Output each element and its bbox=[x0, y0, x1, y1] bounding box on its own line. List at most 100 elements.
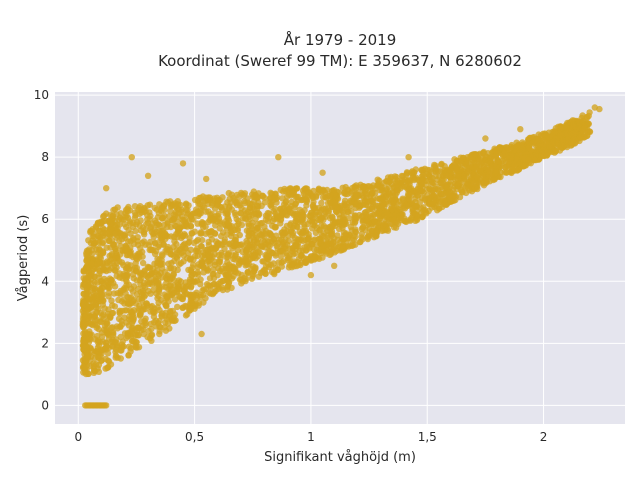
data-point bbox=[310, 198, 317, 206]
data-point bbox=[215, 284, 222, 291]
data-point bbox=[168, 286, 175, 293]
data-point bbox=[300, 212, 307, 220]
data-point bbox=[279, 231, 286, 239]
data-point bbox=[318, 249, 325, 257]
data-point bbox=[168, 251, 175, 258]
data-point bbox=[205, 289, 213, 296]
data-point bbox=[577, 133, 584, 140]
data-point bbox=[113, 252, 121, 259]
data-point bbox=[584, 121, 591, 128]
data-point bbox=[514, 166, 521, 174]
data-point bbox=[142, 241, 149, 248]
data-point bbox=[174, 279, 181, 286]
data-point bbox=[179, 232, 187, 239]
data-point bbox=[110, 241, 117, 248]
data-point bbox=[430, 163, 438, 171]
data-point bbox=[310, 187, 317, 195]
data-point bbox=[233, 191, 241, 199]
data-point bbox=[80, 290, 88, 297]
data-point bbox=[404, 186, 412, 193]
data-point bbox=[405, 154, 412, 161]
data-point bbox=[80, 324, 87, 331]
data-point bbox=[342, 218, 349, 225]
data-point bbox=[234, 227, 241, 234]
data-point bbox=[429, 187, 436, 195]
data-point bbox=[225, 189, 232, 197]
data-point bbox=[222, 265, 230, 272]
data-point bbox=[394, 180, 401, 188]
data-point bbox=[295, 238, 302, 245]
data-point bbox=[272, 206, 279, 213]
data-point bbox=[342, 243, 350, 250]
data-point bbox=[477, 167, 484, 175]
data-point bbox=[506, 164, 513, 171]
data-point bbox=[116, 310, 124, 317]
data-point bbox=[101, 229, 109, 237]
data-point bbox=[226, 240, 233, 247]
data-point bbox=[341, 197, 349, 204]
data-point bbox=[332, 202, 339, 209]
data-point bbox=[174, 303, 181, 311]
data-point bbox=[117, 242, 124, 250]
data-point bbox=[197, 281, 204, 288]
data-point bbox=[96, 259, 103, 266]
data-point bbox=[110, 280, 117, 287]
data-point bbox=[159, 204, 166, 212]
data-point bbox=[552, 148, 559, 155]
data-point bbox=[320, 194, 327, 201]
data-point bbox=[319, 169, 326, 176]
data-point bbox=[226, 273, 233, 281]
data-point bbox=[128, 300, 135, 307]
data-point bbox=[117, 210, 125, 217]
data-point bbox=[134, 332, 141, 339]
data-point bbox=[413, 203, 421, 210]
data-point bbox=[249, 201, 256, 208]
data-point bbox=[103, 277, 110, 285]
data-point bbox=[144, 172, 152, 179]
data-point bbox=[445, 189, 452, 196]
data-point bbox=[473, 174, 480, 181]
data-point bbox=[93, 308, 100, 315]
data-point bbox=[292, 250, 299, 257]
data-point bbox=[93, 322, 101, 329]
data-point bbox=[83, 284, 91, 292]
data-point bbox=[438, 191, 445, 198]
data-point bbox=[151, 250, 159, 258]
data-point bbox=[464, 168, 472, 176]
data-point bbox=[106, 313, 114, 321]
data-point bbox=[168, 317, 176, 324]
y-axis-label: Vågperiod (s) bbox=[16, 215, 31, 302]
x-tick-label: 1 bbox=[307, 430, 315, 444]
data-point bbox=[373, 202, 380, 209]
data-point bbox=[209, 200, 216, 207]
data-point bbox=[215, 252, 222, 259]
data-point bbox=[492, 152, 499, 159]
data-point bbox=[282, 199, 289, 206]
data-point bbox=[414, 192, 422, 199]
data-point bbox=[311, 236, 318, 243]
data-point bbox=[201, 255, 208, 262]
data-point bbox=[193, 245, 201, 252]
data-point bbox=[87, 336, 94, 343]
data-point bbox=[285, 191, 293, 198]
data-point bbox=[112, 246, 119, 253]
data-point bbox=[347, 223, 354, 230]
data-point bbox=[184, 223, 191, 230]
data-point bbox=[273, 199, 280, 206]
data-point bbox=[413, 216, 421, 224]
data-point bbox=[115, 315, 123, 322]
data-point bbox=[97, 218, 104, 226]
data-point bbox=[267, 261, 275, 269]
data-point bbox=[417, 182, 424, 189]
data-point bbox=[563, 124, 570, 131]
data-point bbox=[436, 205, 443, 212]
data-point bbox=[199, 236, 206, 244]
x-tick-label: 0 bbox=[74, 430, 82, 444]
y-tick-label: 0 bbox=[41, 398, 49, 412]
data-point bbox=[100, 311, 107, 318]
data-point bbox=[241, 190, 249, 197]
data-point bbox=[174, 230, 181, 237]
data-point bbox=[79, 307, 87, 315]
data-point bbox=[197, 276, 204, 283]
